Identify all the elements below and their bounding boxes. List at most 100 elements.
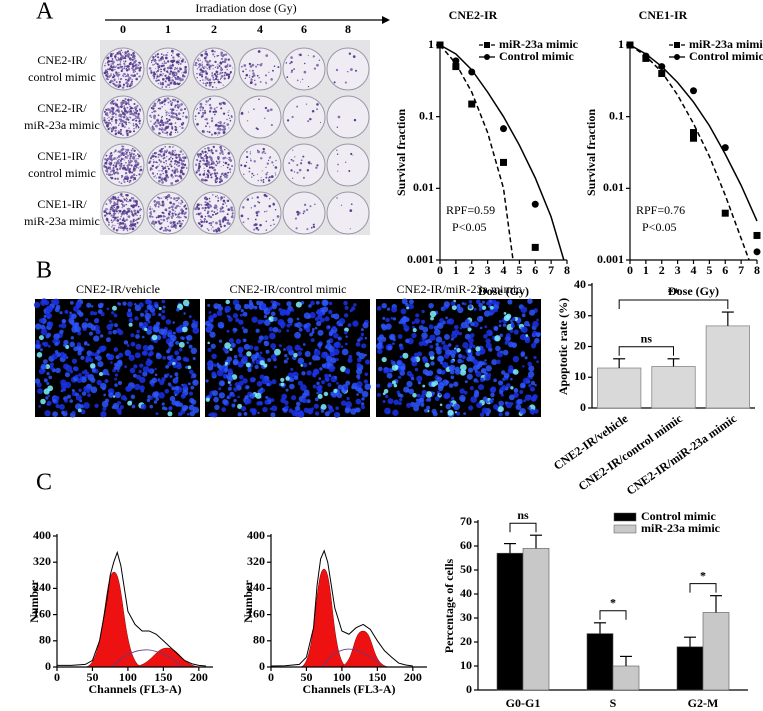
colony [154,63,156,65]
colony [270,78,273,81]
colony [114,55,117,58]
nucleus [213,363,217,368]
colony [204,79,206,81]
colony [108,161,110,163]
colony [123,72,126,75]
nucleus [237,395,240,399]
nucleus [420,319,426,324]
colony [110,73,112,75]
nucleus [69,301,74,305]
colony [126,229,129,232]
nucleus [287,317,294,324]
nucleus [485,342,492,349]
colony [151,215,154,218]
nucleus [355,407,361,413]
nucleus [52,411,58,417]
colony [123,126,126,129]
colony [226,68,228,71]
nucleus [158,392,165,399]
nucleus [114,377,118,381]
colony [164,226,167,230]
colony [227,171,230,174]
colony [106,117,108,120]
colony [268,156,271,159]
colony [249,74,251,76]
colony [166,60,170,63]
nucleus [498,324,502,328]
colony [122,83,126,86]
nucleus [110,361,113,364]
nucleus [311,330,315,334]
colony [316,103,319,106]
colony [175,226,177,229]
colony [195,213,198,216]
nucleus [243,338,247,343]
colony [123,116,126,119]
colony [125,74,128,77]
nucleus [484,325,488,329]
nucleus [132,343,135,346]
colony [204,118,206,120]
x-tick-label: S [610,696,617,710]
nucleus [319,367,323,371]
nucleus [103,393,106,397]
colony [175,168,179,171]
colony [106,219,109,222]
colony [115,210,117,212]
nucleus [49,362,55,367]
nucleus [205,397,210,402]
nucleus [226,329,230,333]
colony [214,77,218,81]
nucleus [55,395,60,401]
nucleus [412,328,417,333]
legend-marker [484,54,490,60]
colony [226,213,229,216]
colony [125,203,127,206]
nucleus [222,399,228,405]
colony [154,175,157,177]
colony [212,226,214,228]
nucleus [298,327,303,332]
colony [215,75,218,78]
nucleus [266,382,270,387]
colony [124,211,127,214]
colony [118,80,121,84]
nucleus [401,298,408,305]
colony [162,78,165,81]
colony [219,61,222,64]
colony [170,174,173,177]
colony [114,66,117,69]
nucleus [251,359,255,362]
nucleus [333,388,338,393]
colony [165,117,168,120]
nucleus [494,335,501,342]
nucleus [446,319,452,324]
colony [122,204,125,208]
colony [211,210,213,213]
colony [115,116,117,118]
nucleus [451,332,458,339]
annotation: RPF=0.76 [636,203,685,217]
colony [155,67,157,69]
nucleus [278,344,282,348]
colony [310,163,313,165]
nucleus [190,375,194,379]
nucleus [502,323,507,327]
colony [316,164,319,167]
colony [196,122,199,126]
colony [309,163,311,165]
colony [216,180,218,183]
colony [201,75,204,78]
colony [198,72,200,75]
nucleus [316,381,320,386]
colony [162,218,166,222]
colony [217,131,221,135]
colony [300,159,303,162]
colony [167,167,170,170]
colony [203,167,205,169]
colony [219,210,222,213]
nucleus [289,377,295,383]
colony [159,173,162,176]
annotation: RPF=0.59 [446,203,495,217]
colony [132,168,136,171]
